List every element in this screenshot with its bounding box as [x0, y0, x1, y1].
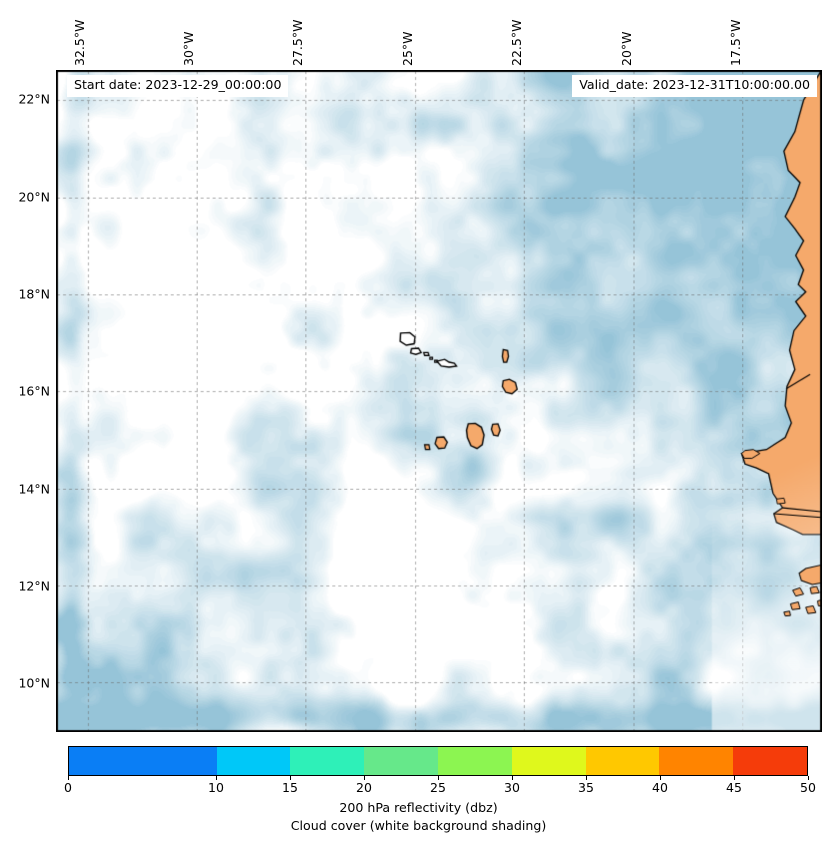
- colorbar-tick-label: 45: [726, 780, 742, 795]
- longitude-tick-label: 17.5°W: [728, 19, 744, 66]
- map-plot-area[interactable]: Start date: 2023-12-29_00:00:00 Valid_da…: [56, 70, 822, 732]
- colorbar-ticks: 0 10 15 20 25 30 35 40 45 50: [0, 776, 837, 798]
- colorbar-tick-label: 25: [430, 780, 446, 795]
- longitude-tick-label: 25°W: [399, 31, 415, 66]
- colorbar[interactable]: [68, 746, 808, 776]
- colorbar-tick-label: 20: [356, 780, 372, 795]
- colorbar-tick-mark: [734, 776, 735, 780]
- colorbar-segment: [69, 747, 217, 775]
- longitude-tick-label: 32.5°W: [71, 19, 87, 66]
- longitude-tick-label: 30°W: [181, 31, 197, 66]
- latitude-tick-label: 22°N: [18, 91, 50, 107]
- colorbar-tick-mark: [290, 776, 291, 780]
- latitude-tick-label: 14°N: [18, 481, 50, 497]
- colorbar-title: 200 hPa reflectivity (dbz) Cloud cover (…: [0, 799, 837, 836]
- colorbar-title-line-2: Cloud cover (white background shading): [290, 818, 547, 834]
- latitude-tick-label: 20°N: [18, 189, 50, 205]
- colorbar-tick-mark: [68, 776, 69, 780]
- colorbar-segment: [216, 747, 291, 775]
- colorbar-tick-label: 35: [578, 780, 594, 795]
- colorbar-tick-mark: [512, 776, 513, 780]
- longitude-tick-label: 22.5°W: [509, 19, 525, 66]
- latitude-tick-label: 10°N: [18, 675, 50, 691]
- colorbar-segment: [511, 747, 586, 775]
- valid-date-label: Valid_date: 2023-12-31T10:00:00.00: [572, 75, 817, 97]
- colorbar-tick-label: 0: [64, 780, 72, 795]
- longitude-tick-label: 20°W: [618, 31, 634, 66]
- colorbar-tick-mark: [808, 776, 809, 780]
- latitude-tick-label: 16°N: [18, 383, 50, 399]
- colorbar-tick-label: 40: [652, 780, 668, 795]
- colorbar-tick-mark: [586, 776, 587, 780]
- latitude-tick-label: 12°N: [18, 578, 50, 594]
- colorbar-tick-label: 10: [208, 780, 224, 795]
- colorbar-segment: [585, 747, 660, 775]
- colorbar-segment: [364, 747, 438, 775]
- longitude-axis: 32.5°W 30°W 27.5°W 25°W 22.5°W 20°W 17.5°W: [0, 0, 837, 70]
- colorbar-segment: [437, 747, 512, 775]
- latitude-axis: 22°N 20°N 18°N 16°N 14°N 12°N 10°N: [0, 0, 50, 843]
- map-render-canvas: [57, 71, 821, 731]
- colorbar-tick-mark: [364, 776, 365, 780]
- colorbar-tick-label: 15: [282, 780, 298, 795]
- colorbar-tick-mark: [660, 776, 661, 780]
- colorbar-segment: [733, 747, 807, 775]
- colorbar-segment: [659, 747, 734, 775]
- colorbar-segment: [290, 747, 365, 775]
- colorbar-tick-label: 30: [504, 780, 520, 795]
- colorbar-tick-mark: [216, 776, 217, 780]
- longitude-tick-label: 27.5°W: [290, 19, 306, 66]
- colorbar-title-line-1: 200 hPa reflectivity (dbz): [339, 800, 498, 815]
- colorbar-tick-mark: [438, 776, 439, 780]
- colorbar-tick-label: 50: [800, 780, 816, 795]
- latitude-tick-label: 18°N: [18, 286, 50, 302]
- start-date-label: Start date: 2023-12-29_00:00:00: [67, 75, 289, 97]
